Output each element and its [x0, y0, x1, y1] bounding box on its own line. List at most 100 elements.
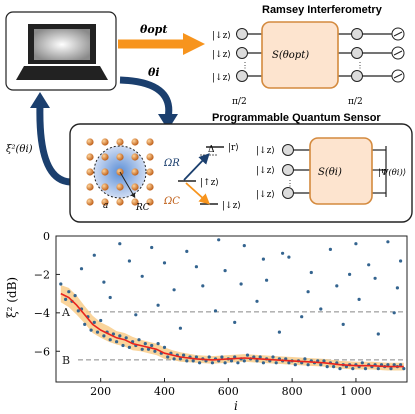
- ket-r: |r⟩: [228, 143, 239, 153]
- data-point: [351, 367, 355, 371]
- atom: [116, 138, 124, 146]
- data-point: [332, 365, 336, 369]
- data-point: [220, 355, 224, 359]
- data-point: [194, 265, 198, 269]
- atom: [101, 198, 109, 206]
- data-point: [67, 290, 71, 294]
- ket-down-3: |↓z⟩: [212, 73, 231, 83]
- data-point: [376, 332, 380, 336]
- meter-icon: [391, 27, 405, 83]
- data-point: [79, 267, 84, 271]
- squeezing-chart: A B 200 400 600 800 1 000 0 −2 −4 −6: [34, 230, 408, 398]
- data-point: [92, 253, 96, 257]
- atom: [146, 168, 154, 176]
- atom: [86, 168, 94, 176]
- data-point: [223, 361, 227, 365]
- atom: [101, 183, 109, 191]
- data-point: [134, 313, 138, 317]
- ramsey-circuit: ⋮ ⋮: [236, 21, 398, 89]
- data-point: [207, 355, 211, 359]
- data-point: [83, 322, 87, 326]
- data-point: [166, 355, 170, 359]
- data-point: [140, 274, 144, 278]
- svg-text:⋮: ⋮: [286, 179, 294, 188]
- pi-half-left: π/2: [232, 97, 247, 107]
- atom: [131, 138, 139, 146]
- data-point: [92, 320, 96, 324]
- ramsey-gate-label: S(θopt): [272, 50, 309, 61]
- data-point: [258, 355, 262, 359]
- data-point: [172, 288, 176, 292]
- data-point: [156, 303, 160, 307]
- data-point: [386, 240, 390, 244]
- data-point: [59, 282, 63, 286]
- data-point: [303, 357, 307, 361]
- atom: [116, 153, 124, 161]
- data-point: [373, 276, 377, 280]
- data-point: [89, 328, 93, 332]
- data-point: [357, 297, 361, 301]
- data-point: [102, 280, 106, 284]
- data-point: [255, 299, 259, 303]
- data-point: [360, 361, 364, 365]
- x-tick-label: 400: [154, 385, 175, 398]
- atom: [101, 168, 109, 176]
- data-point: [143, 342, 147, 346]
- data-point: [392, 311, 396, 315]
- data-point: [319, 363, 323, 367]
- data-point: [150, 245, 154, 250]
- y-axis-label: ξ² (dB): [5, 277, 19, 318]
- sensor-gate-label: S(θi): [318, 167, 342, 178]
- data-point: [300, 315, 304, 319]
- data-point: [392, 363, 396, 367]
- data-point: [367, 263, 371, 267]
- atom: [131, 153, 139, 161]
- data-point: [335, 284, 339, 288]
- radius-label: RC: [135, 203, 150, 213]
- data-point: [399, 259, 403, 263]
- data-point: [153, 349, 157, 353]
- atom-lattice: [86, 138, 154, 206]
- theta-opt-label: θopt: [140, 23, 167, 36]
- data-point: [118, 334, 122, 338]
- pi-half-right: π/2: [348, 97, 363, 107]
- data-point: [150, 343, 154, 348]
- sensor-title: Programmable Quantum Sensor: [212, 112, 381, 124]
- data-point: [348, 272, 352, 276]
- data-point: [162, 261, 167, 265]
- data-point: [395, 286, 399, 290]
- data-point: [124, 336, 128, 340]
- lattice-spacing-label: a: [103, 201, 108, 211]
- ket-down-s3: |↓z⟩: [256, 190, 275, 200]
- computer-icon: [5, 11, 117, 91]
- x-axis-label: i: [234, 399, 238, 413]
- data-point: [146, 347, 151, 351]
- data-point: [271, 355, 275, 359]
- atom: [146, 153, 154, 161]
- data-point: [140, 347, 144, 351]
- data-point: [261, 361, 265, 365]
- data-point: [201, 284, 205, 288]
- data-point: [156, 342, 160, 346]
- data-point: [198, 361, 202, 365]
- data-point: [236, 361, 240, 365]
- data-point: [185, 249, 189, 253]
- ket-up: |↑z⟩: [200, 178, 219, 188]
- data-point: [242, 359, 246, 363]
- data-point: [328, 247, 332, 251]
- x-tick-label: 800: [282, 385, 303, 398]
- data-point: [213, 309, 218, 313]
- svg-text:⋮: ⋮: [241, 61, 249, 70]
- data-point: [376, 367, 380, 371]
- data-point: [223, 269, 227, 273]
- data-point: [386, 363, 390, 367]
- data-point: [245, 353, 250, 357]
- atom: [146, 183, 154, 191]
- atom: [86, 198, 94, 206]
- data-point: [363, 367, 368, 371]
- data-point: [281, 251, 285, 255]
- data-point: [76, 309, 80, 313]
- running-mean-line: [60, 292, 404, 368]
- data-point: [354, 242, 358, 246]
